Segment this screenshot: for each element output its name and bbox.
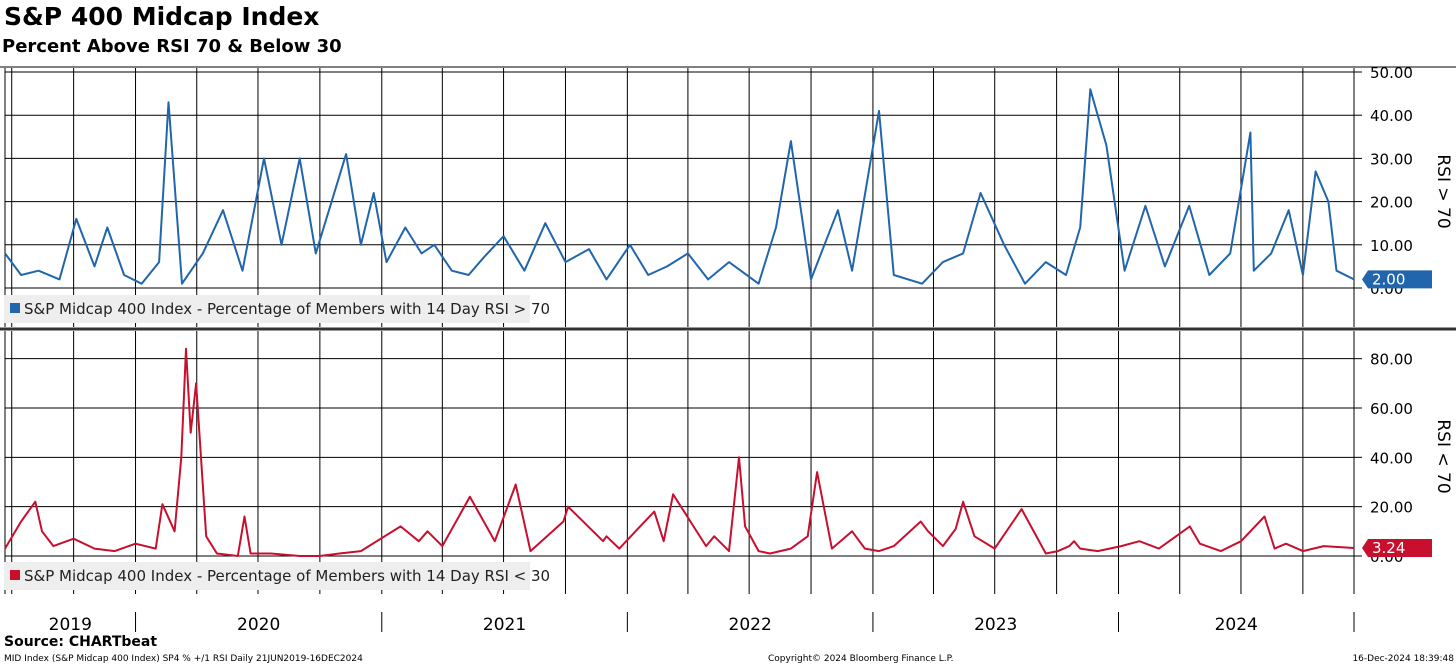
axes <box>0 66 1456 331</box>
top-legend: S&P Midcap 400 Index - Percentage of Mem… <box>4 295 550 323</box>
footer-right: 16-Dec-2024 18:39:48 <box>1352 654 1454 664</box>
y-tick-label: 10.00 <box>1370 237 1413 255</box>
y-tick-label: 20.00 <box>1370 194 1413 212</box>
x-tick-label: 2022 <box>729 615 772 635</box>
last-value-tags: 2.00 3.24 <box>1362 270 1432 558</box>
top-panel-series <box>4 88 1355 285</box>
x-tick-label: 2023 <box>974 615 1017 635</box>
x-axis-labels: 2019 2020 2021 2022 2023 2024 <box>49 612 1355 635</box>
series-line-rsi-below-30 <box>4 347 1355 557</box>
y-tick-label: 80.00 <box>1370 351 1413 369</box>
y-tick-label: 60.00 <box>1370 400 1413 418</box>
series-line-rsi-above-70 <box>4 88 1355 285</box>
x-tick-label: 2019 <box>49 615 92 635</box>
footer-left: MID Index (S&P Midcap 400 Index) SP4 % +… <box>4 654 363 664</box>
y-tick-label: 40.00 <box>1370 107 1413 125</box>
y-axis-label: RSI < 70 <box>1433 419 1453 493</box>
y-tick-label: 20.00 <box>1370 499 1413 517</box>
y-tick-label: 50.00 <box>1370 64 1413 82</box>
y-axis-label: RSI > 70 <box>1433 154 1453 228</box>
bottom-panel-series <box>4 347 1355 557</box>
chart-title: S&P 400 Midcap Index <box>4 2 320 31</box>
last-value-text: 2.00 <box>1372 270 1405 288</box>
last-value-text: 3.24 <box>1372 539 1405 557</box>
legend-label-bottom: S&P Midcap 400 Index - Percentage of Mem… <box>24 567 550 585</box>
bottom-legend: S&P Midcap 400 Index - Percentage of Mem… <box>4 562 550 590</box>
legend-swatch-red <box>10 570 20 580</box>
x-tick-label: 2020 <box>237 615 280 635</box>
y-tick-label: 30.00 <box>1370 150 1413 168</box>
y-tick-label: 40.00 <box>1370 449 1413 467</box>
source-note: Source: CHARTbeat <box>4 634 158 650</box>
x-tick-label: 2021 <box>483 615 526 635</box>
legend-swatch-blue <box>10 303 20 313</box>
footer-center: Copyright© 2024 Bloomberg Finance L.P. <box>768 654 954 664</box>
x-tick-label: 2024 <box>1215 615 1258 635</box>
legend-label-top: S&P Midcap 400 Index - Percentage of Mem… <box>24 300 550 318</box>
last-value-tag <box>1362 270 1432 289</box>
chart-subtitle: Percent Above RSI 70 & Below 30 <box>2 36 342 57</box>
last-value-tag <box>1362 539 1432 558</box>
